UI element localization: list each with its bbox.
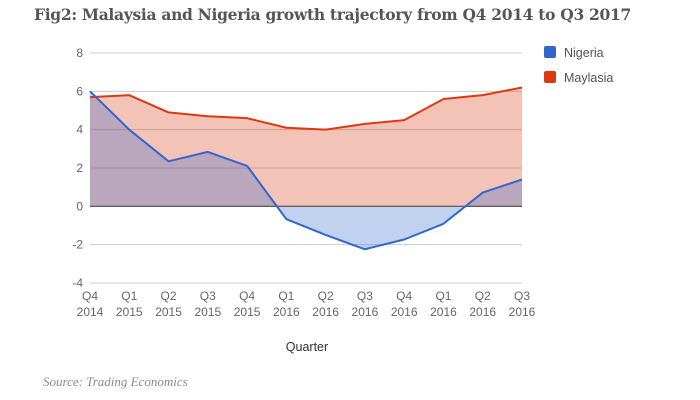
area-maylasia [90,87,522,207]
x-tick-label: 2015 [194,305,221,319]
x-tick-label: Q4 [239,289,255,303]
y-tick-label: 8 [76,46,83,60]
x-tick-label: Q1 [121,289,137,303]
legend-label-maylasia: Maylasia [564,71,613,85]
area-nigeria [90,91,522,250]
series-lines [89,86,523,251]
x-tick-label: 2016 [352,305,379,319]
x-tick-label: 2016 [312,305,339,319]
source-note: Source: Trading Economics [43,374,188,389]
y-tick-label: -2 [72,238,83,252]
x-tick-label: Q3 [200,289,216,303]
line-nigeria [89,90,523,251]
x-tick-label: Q3 [357,289,373,303]
y-tick-label: 2 [76,161,83,175]
legend-swatch-maylasia [544,71,556,83]
x-tick-label: 2016 [273,305,300,319]
y-axis-ticks: 8 6 4 2 0 -2 -4 [72,46,83,290]
x-tick-label: 2014 [77,305,104,319]
x-tick-label: 2016 [469,305,496,319]
x-tick-label: Q1 [435,289,451,303]
x-tick-label: Q3 [514,289,530,303]
x-tick-label: 2016 [509,305,536,319]
x-axis-label: Quarter [286,340,328,354]
y-tick-label: -4 [72,276,83,290]
x-tick-label: Q2 [161,289,177,303]
y-tick-label: 6 [76,84,83,98]
x-tick-label: 2016 [430,305,457,319]
x-tick-label: Q2 [475,289,491,303]
y-tick-label: 4 [76,123,83,137]
legend-swatch-nigeria [544,46,556,58]
legend-label-nigeria: Nigeria [564,46,604,60]
x-tick-label: 2015 [155,305,182,319]
y-tick-label: 0 [76,199,83,213]
chart-title: Fig2: Malaysia and Nigeria growth trajec… [34,5,631,24]
series-areas [90,87,522,250]
x-tick-label: Q2 [318,289,334,303]
line-maylasia [89,86,523,131]
x-tick-label: 2015 [234,305,261,319]
x-axis-ticks: Q4 2014 Q1 2015 Q2 2015 Q3 2015 Q4 2015 Q1 2016 Q2 20… [77,289,536,319]
legend: Nigeria Maylasia [544,46,613,85]
x-tick-label: 2016 [391,305,418,319]
x-tick-label: Q4 [82,289,98,303]
x-tick-label: Q4 [396,289,412,303]
x-tick-label: 2015 [116,305,143,319]
x-tick-label: Q1 [278,289,294,303]
